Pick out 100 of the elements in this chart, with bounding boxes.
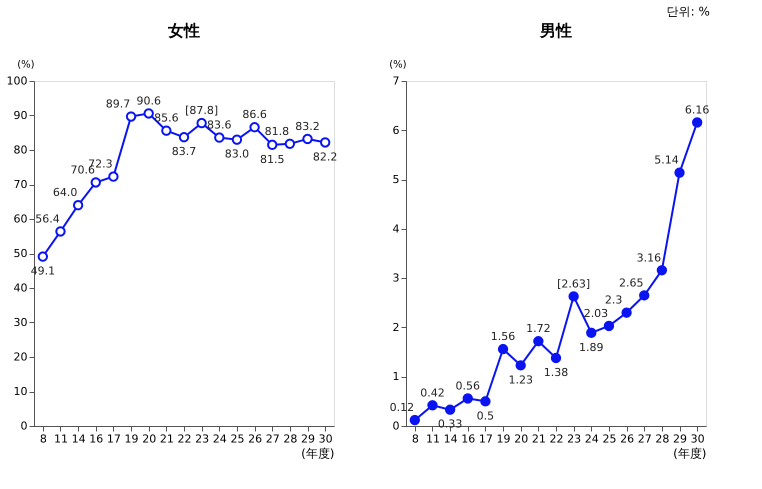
point — [550, 352, 562, 364]
data-label: 81.5 — [260, 152, 284, 166]
point — [161, 126, 172, 136]
point — [568, 291, 579, 302]
y-tick-label: 3 — [392, 272, 400, 285]
x-tick-label: 11 — [54, 432, 68, 446]
x-tick-label: 21 — [532, 432, 546, 446]
data-label: 6.16 — [684, 103, 710, 116]
x-tick-label: 16 — [89, 432, 104, 446]
point — [108, 171, 119, 182]
data-label: 1.38 — [544, 366, 568, 379]
x-tick-label: 22 — [550, 432, 564, 446]
data-label: 1.72 — [526, 322, 551, 336]
point — [126, 111, 136, 122]
data-label: 2.03 — [584, 306, 608, 320]
x-tick-label: 22 — [178, 432, 192, 446]
y-tick-label: 10 — [14, 385, 28, 398]
point — [302, 134, 313, 144]
point — [178, 132, 190, 142]
x-tick-label: 8 — [40, 432, 47, 446]
point — [639, 290, 650, 301]
data-label: 2.65 — [618, 276, 644, 290]
data-label: 5.14 — [654, 154, 679, 167]
data-label: 81.8 — [264, 124, 290, 138]
x-axis-title: (年度) — [301, 446, 334, 460]
data-label: 83.7 — [172, 145, 196, 158]
y-tick-label: 70 — [14, 178, 28, 191]
point — [410, 414, 420, 426]
point — [586, 328, 596, 338]
data-label: 89.7 — [106, 98, 130, 111]
chart-title: 女性 — [167, 21, 200, 40]
x-tick-label: 20 — [142, 432, 156, 446]
y-tick-label: 7 — [392, 74, 400, 88]
point — [320, 137, 330, 148]
y-axis-title: (%) — [389, 60, 407, 70]
x-tick-label: 26 — [248, 432, 262, 446]
x-tick-label: 30 — [690, 432, 705, 446]
x-axis-title: (年度) — [673, 446, 706, 460]
point — [604, 320, 614, 332]
point — [427, 400, 438, 410]
point — [267, 140, 278, 150]
point — [214, 132, 224, 143]
point — [444, 404, 456, 415]
x-tick-label: 11 — [426, 432, 440, 446]
data-label: 0.42 — [420, 386, 445, 400]
data-label: 2.3 — [604, 294, 622, 307]
y-tick-label: 20 — [14, 350, 28, 364]
point — [38, 251, 48, 262]
point — [249, 122, 260, 132]
x-tick-label: 28 — [283, 432, 298, 446]
point — [284, 138, 296, 149]
y-tick-label: 30 — [14, 316, 28, 329]
y-tick-label: 4 — [392, 222, 400, 236]
x-tick-label: 26 — [620, 432, 634, 446]
data-label: 90.6 — [136, 94, 161, 108]
x-tick-label: 23 — [567, 432, 582, 446]
point — [656, 265, 668, 276]
data-label: 0.56 — [456, 379, 480, 392]
y-tick-label: 2 — [392, 320, 400, 334]
x-tick-label: 8 — [412, 432, 419, 446]
point — [55, 226, 66, 237]
data-label: 1.89 — [579, 340, 604, 354]
x-tick-label: 14 — [444, 432, 458, 446]
text: 단위: % — [666, 4, 710, 18]
point — [90, 177, 101, 188]
y-tick-label: 0 — [392, 420, 400, 432]
x-tick-label: 19 — [496, 432, 511, 446]
data-label: 82.2 — [312, 150, 338, 164]
point — [674, 167, 685, 178]
x-tick-label: 27 — [638, 432, 652, 446]
point — [72, 200, 84, 210]
data-label: 1.56 — [490, 330, 516, 344]
x-tick-label: 27 — [266, 432, 280, 446]
data-label: [2.63] — [557, 277, 590, 290]
data-label: [87.8] — [185, 104, 218, 118]
point — [692, 117, 702, 128]
x-tick-label: 29 — [301, 432, 316, 446]
point — [516, 360, 526, 371]
y-axis-title: (%) — [17, 60, 35, 70]
x-tick-label: 25 — [602, 432, 616, 446]
x-tick-label: 24 — [584, 432, 599, 446]
y-tick-label: 5 — [392, 173, 400, 186]
point — [462, 393, 473, 404]
data-label: 1.23 — [508, 373, 533, 386]
point — [232, 134, 242, 145]
x-tick-label: 29 — [673, 432, 688, 446]
data-label: 83.2 — [295, 120, 320, 133]
x-tick-label: 14 — [72, 432, 86, 446]
data-label: 64.0 — [52, 186, 78, 200]
y-tick-label: 40 — [14, 282, 28, 294]
x-tick-label: 20 — [514, 432, 528, 446]
x-tick-label: 17 — [478, 432, 493, 446]
data-label: 0.5 — [476, 409, 494, 422]
data-label: 86.6 — [242, 108, 267, 122]
y-tick-label: 80 — [14, 144, 28, 156]
x-tick-label: 28 — [655, 432, 670, 446]
x-tick-label: 23 — [195, 432, 210, 446]
y-tick-label: 90 — [14, 109, 28, 122]
x-tick-label: 30 — [318, 432, 333, 446]
point — [144, 108, 154, 119]
